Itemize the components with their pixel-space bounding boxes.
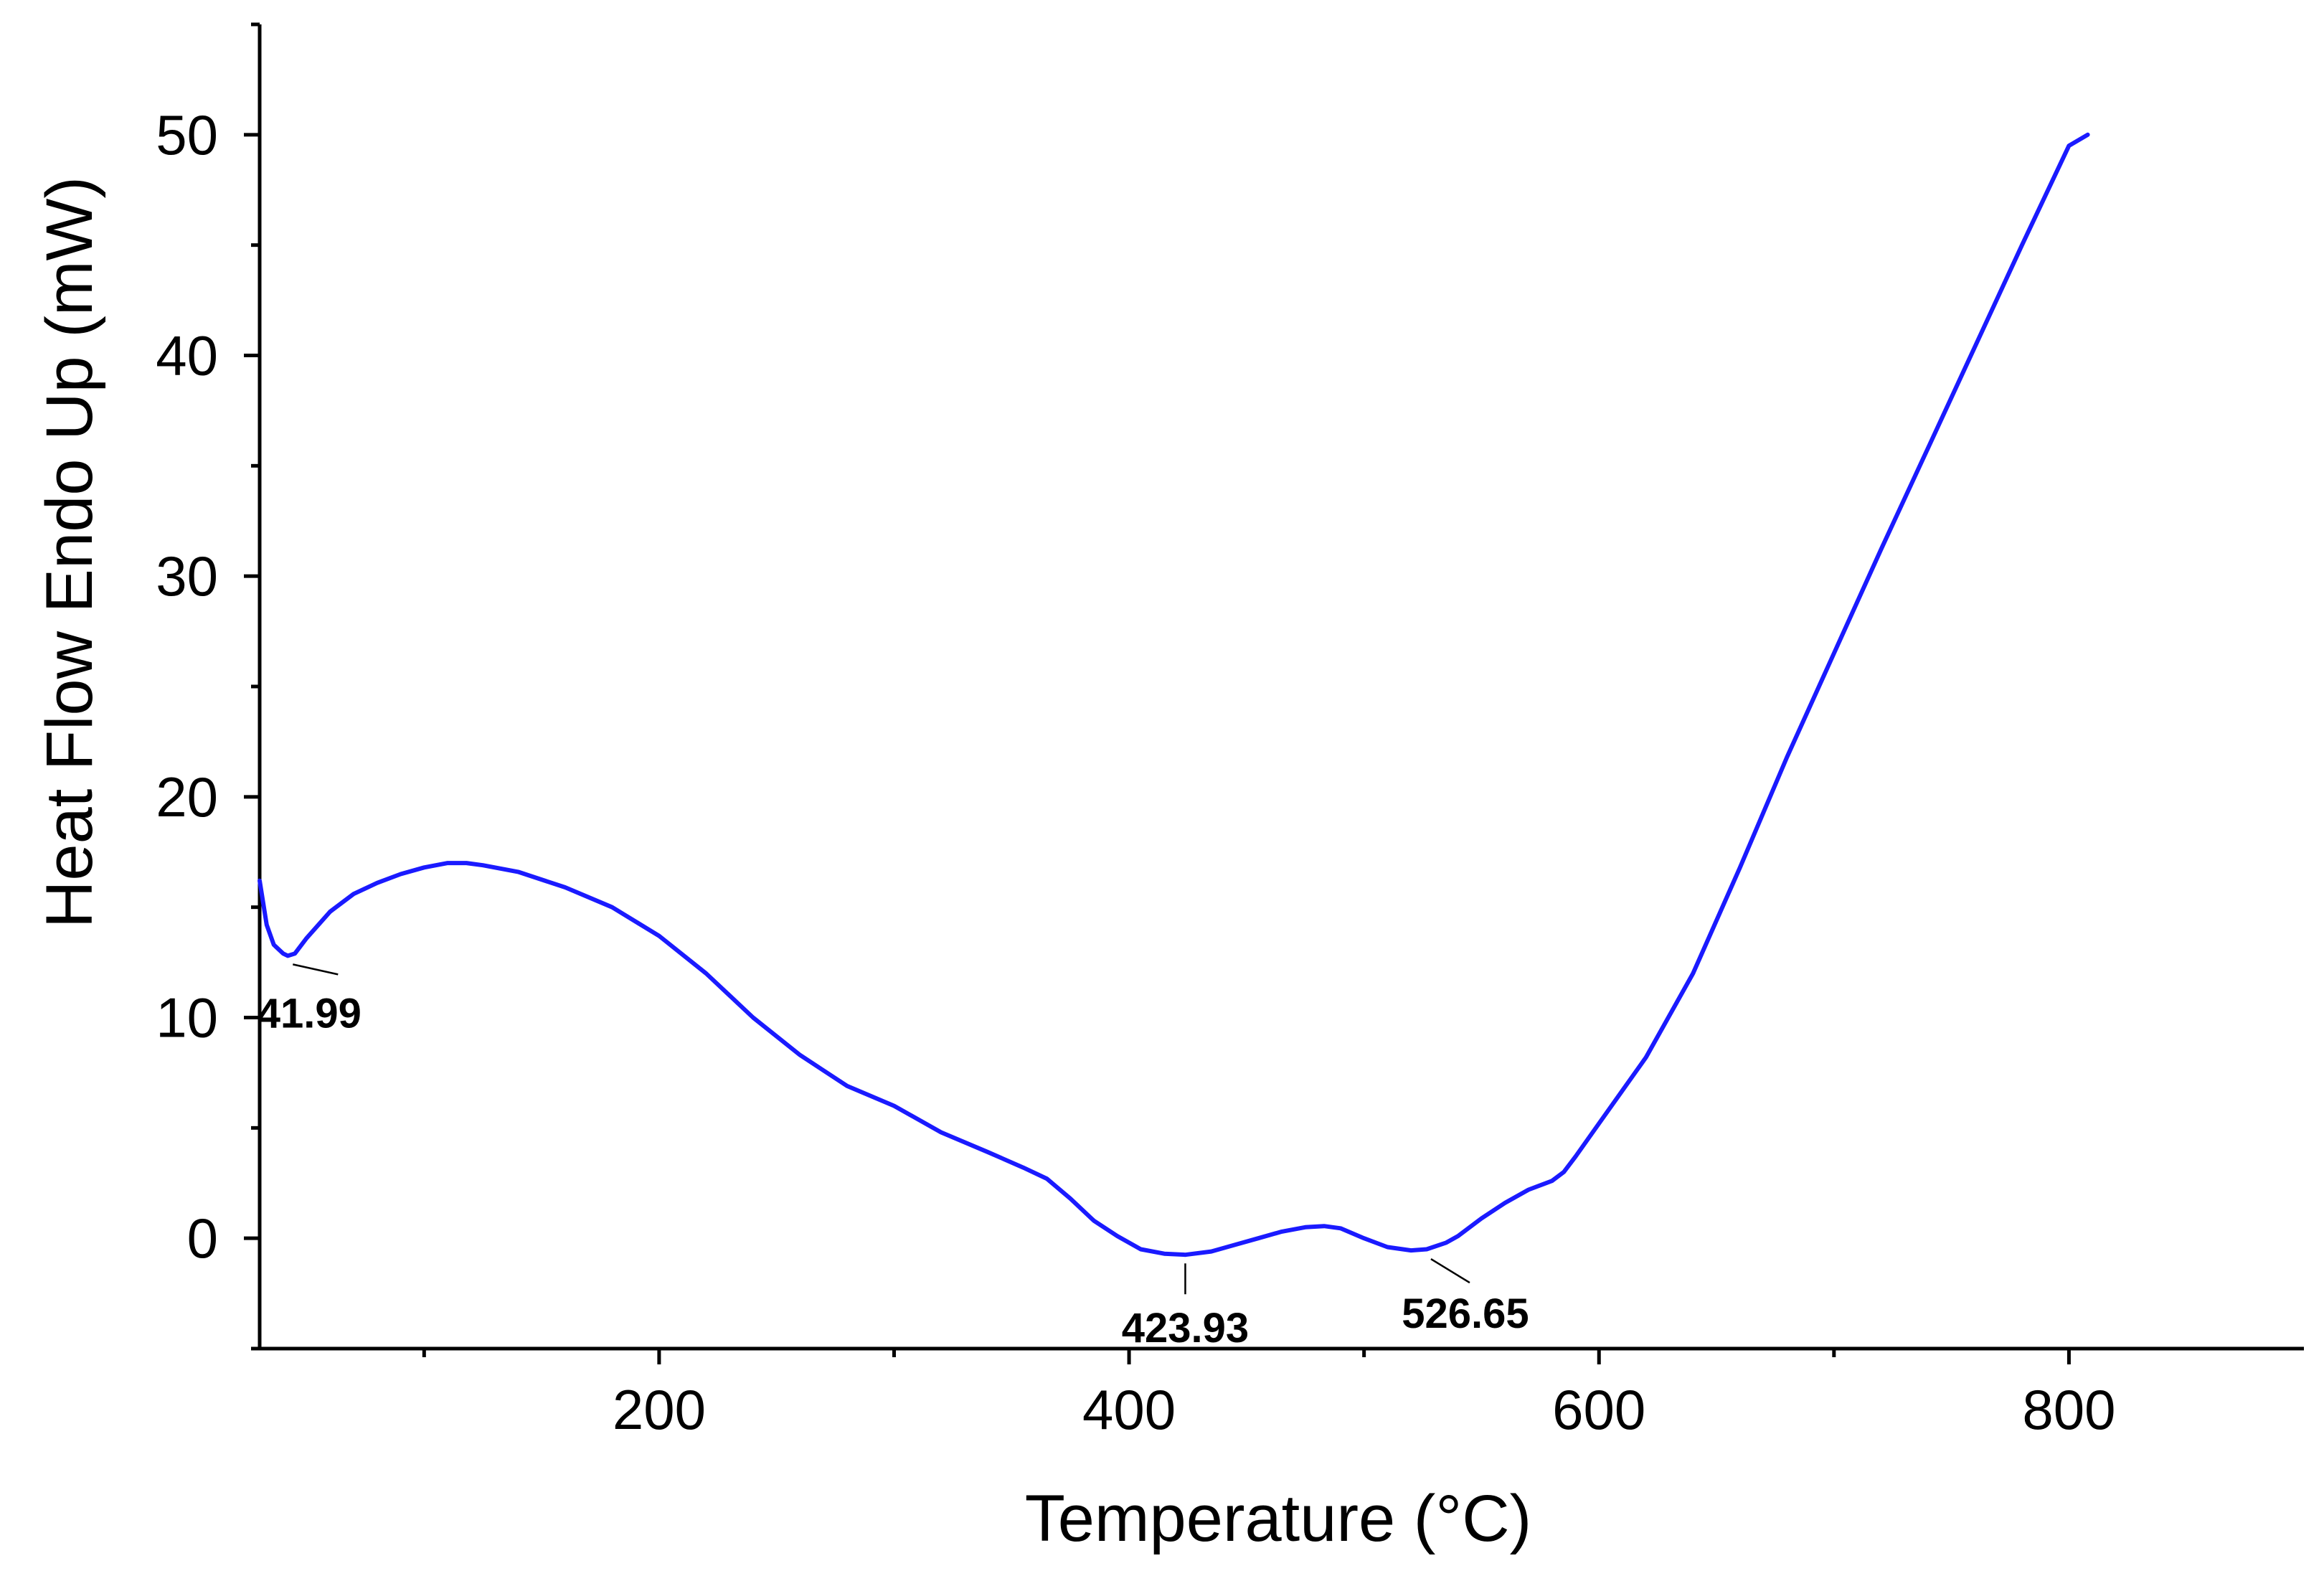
x-axis-title: Temperature (°C) <box>1025 1482 1532 1555</box>
annotation-label: 41.99 <box>258 990 362 1037</box>
y-tick-label: 0 <box>187 1207 218 1270</box>
x-tick-label: 200 <box>613 1378 706 1441</box>
x-tick-label: 400 <box>1082 1378 1176 1441</box>
x-tick-label: 800 <box>2022 1378 2115 1441</box>
y-tick-label: 10 <box>156 986 218 1049</box>
axes: 200 400 600 800 0 10 20 30 40 50 <box>156 22 2304 1441</box>
y-axis-title: Heat Flow Endo Up (mW) <box>33 176 106 928</box>
y-tick-label: 30 <box>156 544 218 608</box>
annotation-label: 526.65 <box>1402 1290 1529 1337</box>
annotation-leader <box>293 963 339 976</box>
y-tick-label: 20 <box>156 765 218 829</box>
plot-area <box>258 132 2090 1258</box>
y-tick-label: 50 <box>156 103 218 166</box>
heat-flow-line <box>258 132 2090 1258</box>
peak-annotations: 41.99 423.93 526.65 <box>258 963 1529 1351</box>
y-tick-label: 40 <box>156 324 218 387</box>
x-tick-label: 600 <box>1552 1378 1645 1441</box>
annotation-leader <box>1430 1258 1470 1284</box>
annotation-label: 423.93 <box>1122 1305 1249 1351</box>
